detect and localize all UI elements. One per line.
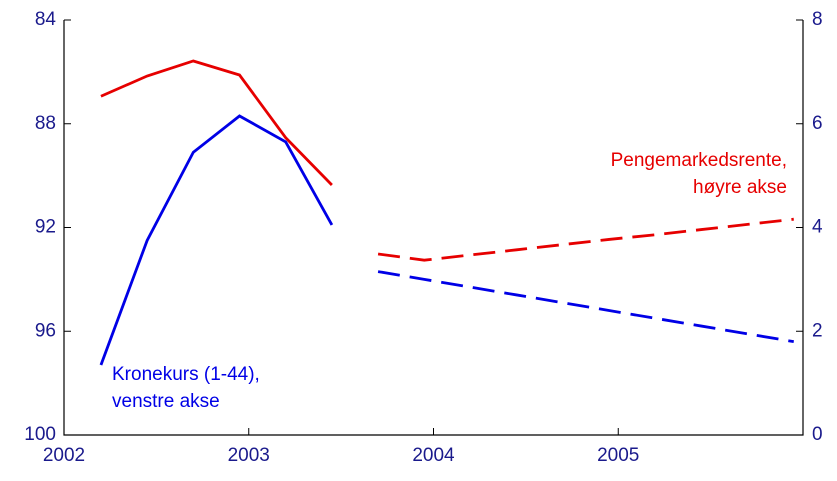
y2-tick-label: 2 [812,320,823,341]
series-line [99,114,334,366]
x-tick-label: 2002 [43,445,85,466]
y2-tick-label: 8 [812,9,823,30]
series-label: høyre akse [693,177,787,198]
y-tick-label: 84 [35,9,57,30]
y2-tick-label: 6 [812,113,823,134]
x-tick-label: 2003 [228,445,270,466]
series-forecast-line [377,270,794,344]
y-tick-label: 88 [35,113,56,134]
y-tick-label: 96 [35,320,56,341]
y-tick-label: 100 [24,424,56,445]
x-tick-label: 2005 [597,445,639,466]
y2-tick-label: 4 [812,217,823,238]
series-label: Kronekurs (1-44), [112,364,260,385]
series-label: Pengemarkedsrente, [611,150,787,171]
y2-tick-label: 0 [812,424,823,445]
series-label: venstre akse [112,391,220,412]
y-tick-label: 92 [35,217,56,238]
series-line [100,59,333,186]
series-forecast-line [377,217,794,262]
x-tick-label: 2004 [412,445,455,466]
